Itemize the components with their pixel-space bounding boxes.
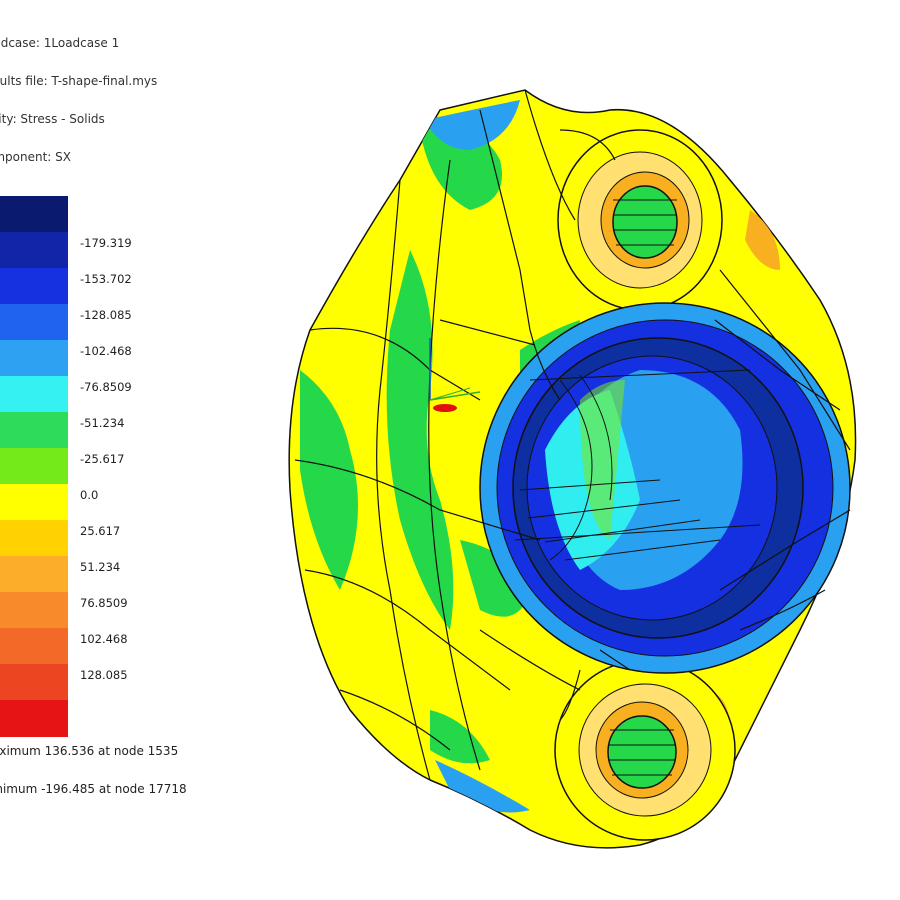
fea-model-view[interactable] bbox=[280, 70, 870, 870]
legend-band bbox=[0, 448, 68, 485]
legend-tick-label: 128.085 bbox=[80, 667, 128, 682]
legend-tick-label: -51.234 bbox=[80, 415, 125, 430]
legend-tick-label: -179.319 bbox=[80, 235, 132, 250]
legend-band bbox=[0, 520, 68, 557]
top-bolt-boss bbox=[557, 129, 723, 311]
stress-patch-green bbox=[430, 710, 490, 764]
stress-patch-green bbox=[420, 128, 502, 210]
legend-band bbox=[0, 232, 68, 269]
legend-band bbox=[0, 376, 68, 413]
minimum-label: inimum -196.485 at node 17718 bbox=[0, 782, 187, 796]
color-legend bbox=[0, 196, 68, 737]
bottom-bolt-boss bbox=[554, 659, 736, 841]
legend-band bbox=[0, 340, 68, 377]
legend-band bbox=[0, 196, 68, 233]
triad-icon bbox=[429, 338, 481, 412]
stress-patch-lightblue bbox=[435, 760, 530, 813]
legend-band bbox=[0, 700, 68, 737]
entity-label: ntity: Stress - Solids bbox=[0, 112, 105, 126]
legend-tick-label: 102.468 bbox=[80, 631, 128, 646]
stress-patch-green bbox=[300, 370, 358, 590]
legend-band bbox=[0, 592, 68, 629]
stress-patch-green bbox=[460, 540, 530, 617]
stress-patch-orange bbox=[745, 210, 780, 270]
component-label: omponent: SX bbox=[0, 150, 71, 164]
legend-tick-label: 51.234 bbox=[80, 559, 121, 574]
legend-tick-label: 76.8509 bbox=[80, 595, 128, 610]
stress-patch-green bbox=[386, 250, 454, 630]
mesh-edges bbox=[294, 89, 851, 781]
legend-band bbox=[0, 484, 68, 521]
legend-tick-label: -153.702 bbox=[80, 271, 132, 286]
legend-band bbox=[0, 556, 68, 593]
legend-tick-label: 0.0 bbox=[80, 487, 99, 502]
maximum-label: aximum 136.536 at node 1535 bbox=[0, 744, 179, 758]
model-body bbox=[288, 89, 857, 849]
results-file-label: esults file: T-shape-final.mys bbox=[0, 74, 158, 88]
central-bore bbox=[479, 302, 851, 674]
legend-band bbox=[0, 412, 68, 449]
legend-band bbox=[0, 268, 68, 305]
stress-patch-lightblue bbox=[425, 100, 520, 150]
legend-tick-label: -76.8509 bbox=[80, 379, 132, 394]
legend-band bbox=[0, 628, 68, 665]
legend-tick-label: 25.617 bbox=[80, 523, 121, 538]
legend-band bbox=[0, 664, 68, 701]
legend-band bbox=[0, 304, 68, 341]
legend-tick-label: -128.085 bbox=[80, 307, 132, 322]
legend-tick-label: -25.617 bbox=[80, 451, 125, 466]
legend-tick-label: -102.468 bbox=[80, 343, 132, 358]
loadcase-label: oadcase: 1Loadcase 1 bbox=[0, 36, 120, 50]
